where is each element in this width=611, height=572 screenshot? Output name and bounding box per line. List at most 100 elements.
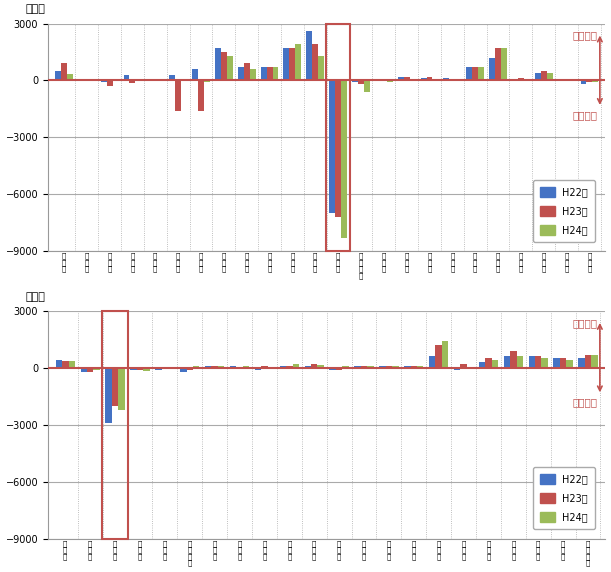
Bar bbox=[386, 366, 392, 368]
Bar bbox=[218, 366, 224, 368]
Bar bbox=[284, 48, 290, 81]
Text: （人）: （人） bbox=[26, 5, 45, 14]
Bar bbox=[426, 77, 433, 81]
Bar bbox=[409, 78, 415, 81]
Bar bbox=[454, 368, 460, 370]
Bar bbox=[541, 71, 547, 81]
Bar bbox=[560, 359, 566, 368]
Bar bbox=[444, 78, 449, 81]
Bar bbox=[67, 74, 73, 81]
Bar bbox=[304, 366, 311, 368]
Bar bbox=[341, 81, 347, 238]
Bar bbox=[261, 67, 266, 81]
Bar bbox=[591, 355, 598, 368]
Bar bbox=[529, 356, 535, 368]
Bar bbox=[455, 78, 461, 81]
Bar bbox=[293, 364, 299, 368]
Bar bbox=[211, 366, 218, 368]
Text: （人）: （人） bbox=[26, 292, 45, 302]
Bar bbox=[192, 69, 198, 81]
Bar bbox=[436, 345, 442, 368]
Bar bbox=[420, 78, 426, 81]
Bar bbox=[266, 67, 273, 81]
Bar bbox=[392, 366, 398, 368]
Bar bbox=[78, 80, 84, 81]
Bar bbox=[404, 366, 411, 368]
Bar bbox=[492, 360, 498, 368]
Bar bbox=[580, 81, 587, 84]
Bar bbox=[198, 81, 204, 111]
Bar bbox=[280, 366, 286, 368]
Bar bbox=[130, 368, 137, 370]
Bar bbox=[367, 366, 374, 368]
Bar bbox=[354, 366, 360, 368]
Bar bbox=[442, 341, 448, 368]
Bar bbox=[180, 368, 186, 372]
Bar bbox=[112, 368, 119, 406]
Bar bbox=[547, 73, 553, 81]
Bar bbox=[155, 368, 162, 370]
Bar bbox=[250, 69, 255, 81]
Bar bbox=[238, 67, 244, 81]
Text: 転出超過: 転出超過 bbox=[572, 110, 597, 120]
Legend: H22年, H23年, H24年: H22年, H23年, H24年 bbox=[533, 467, 595, 529]
Bar bbox=[119, 368, 125, 410]
Bar bbox=[130, 81, 136, 84]
Bar bbox=[585, 355, 591, 368]
Bar bbox=[236, 367, 243, 368]
Bar bbox=[518, 78, 524, 81]
Bar bbox=[411, 366, 417, 368]
Bar bbox=[433, 80, 439, 81]
Bar bbox=[193, 366, 199, 368]
Bar bbox=[143, 368, 150, 371]
Bar bbox=[512, 78, 518, 81]
Bar bbox=[318, 56, 324, 81]
Bar bbox=[329, 368, 336, 370]
Bar bbox=[541, 359, 548, 368]
Bar bbox=[290, 48, 295, 81]
Bar bbox=[103, 311, 128, 539]
Bar bbox=[175, 81, 181, 111]
Bar bbox=[311, 364, 318, 368]
Bar bbox=[554, 359, 560, 368]
Bar bbox=[56, 360, 62, 368]
Bar bbox=[535, 356, 541, 368]
Bar bbox=[335, 81, 341, 217]
Bar bbox=[107, 81, 112, 86]
Bar bbox=[204, 81, 210, 82]
Bar bbox=[429, 356, 436, 368]
Bar bbox=[329, 81, 335, 213]
Bar bbox=[255, 368, 262, 370]
Bar bbox=[358, 81, 364, 84]
Bar bbox=[169, 75, 175, 81]
Bar bbox=[501, 48, 507, 81]
Bar bbox=[587, 81, 593, 82]
Bar bbox=[268, 367, 274, 368]
Bar bbox=[360, 366, 367, 368]
Bar bbox=[215, 48, 221, 81]
Bar bbox=[93, 368, 100, 370]
Bar bbox=[62, 362, 68, 368]
Bar bbox=[563, 80, 569, 81]
Bar bbox=[558, 78, 563, 81]
Bar bbox=[221, 52, 227, 81]
Bar bbox=[566, 360, 573, 368]
Bar bbox=[485, 359, 492, 368]
Bar bbox=[68, 362, 75, 368]
Bar bbox=[106, 368, 112, 423]
Bar bbox=[227, 56, 233, 81]
Bar bbox=[503, 356, 510, 368]
Bar bbox=[379, 366, 386, 368]
Bar bbox=[535, 73, 541, 81]
Bar bbox=[295, 45, 301, 81]
Bar bbox=[478, 67, 484, 81]
Bar bbox=[205, 366, 211, 368]
Bar bbox=[398, 77, 404, 81]
Bar bbox=[593, 81, 598, 82]
Bar bbox=[318, 365, 324, 368]
Bar bbox=[417, 366, 423, 368]
Bar bbox=[81, 368, 87, 372]
Bar bbox=[467, 367, 474, 368]
Bar bbox=[186, 368, 193, 370]
Bar bbox=[342, 366, 349, 368]
